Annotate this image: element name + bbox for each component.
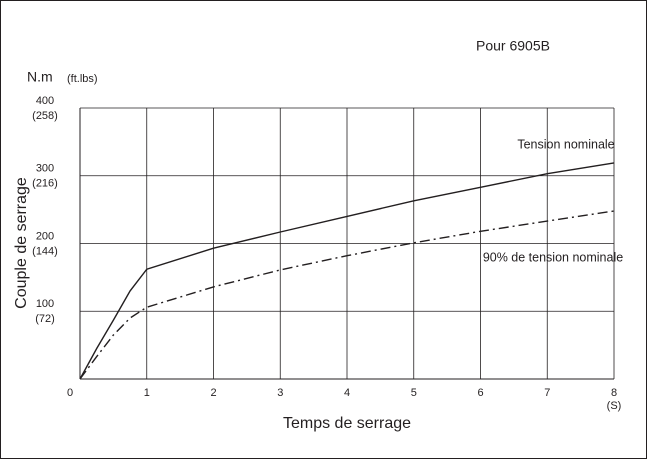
y-tick-label: 200 bbox=[36, 230, 54, 242]
y-tick-label: 100 bbox=[36, 298, 54, 310]
chart-title: Pour 6905B bbox=[476, 38, 550, 54]
line-series bbox=[79, 210, 615, 380]
line-series bbox=[79, 162, 615, 380]
x-tick-label: 3 bbox=[277, 387, 283, 399]
y-axis-label: Couple de serrage bbox=[13, 177, 30, 309]
x-unit: (S) bbox=[607, 400, 622, 412]
x-tick-label: 6 bbox=[477, 387, 483, 399]
y-tick-secondary-label: (144) bbox=[32, 245, 58, 257]
y-unit: N.m bbox=[27, 69, 53, 85]
x-axis-label: Temps de serrage bbox=[283, 415, 411, 432]
x-tick-label: 0 bbox=[67, 387, 73, 399]
x-tick-label: 5 bbox=[411, 387, 417, 399]
x-tick-label: 1 bbox=[144, 387, 150, 399]
x-tick-label: 4 bbox=[344, 387, 350, 399]
series-label: 90% de tension nominale bbox=[483, 250, 623, 264]
series-label: Tension nominale bbox=[517, 137, 614, 151]
x-tick-label: 8 bbox=[611, 387, 617, 399]
y-tick-label: 300 bbox=[36, 163, 54, 175]
y-tick-secondary-label: (258) bbox=[32, 110, 58, 122]
y-tick-label: 400 bbox=[36, 95, 54, 107]
y-tick-secondary-label: (216) bbox=[32, 178, 58, 190]
y-tick-secondary-label: (72) bbox=[35, 313, 55, 325]
x-tick-label: 2 bbox=[210, 387, 216, 399]
y-unit-secondary: (ft.lbs) bbox=[67, 73, 98, 85]
x-tick-label: 7 bbox=[544, 387, 550, 399]
